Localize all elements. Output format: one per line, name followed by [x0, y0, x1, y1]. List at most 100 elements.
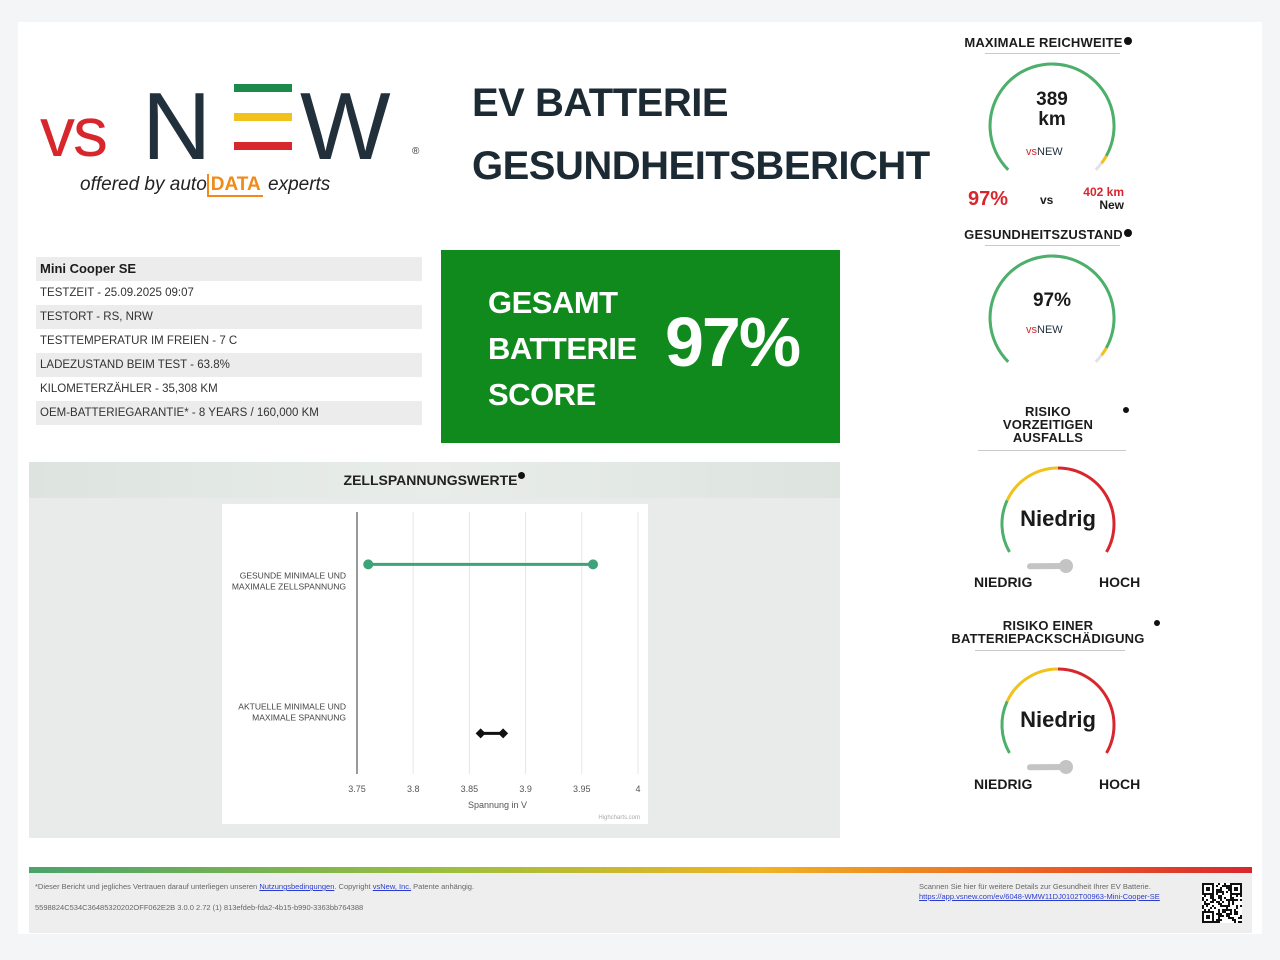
info-label: KILOMETERZÄHLER - [40, 383, 163, 395]
x-tick-label: 3.75 [348, 784, 366, 794]
scan-url[interactable]: https://app.vsnew.com/ev/6048-WMW11DJ010… [919, 892, 1160, 901]
range-value: 389 km [1012, 90, 1092, 130]
qr-module [1240, 921, 1242, 923]
qr-code-icon[interactable] [1202, 883, 1242, 923]
failure-risk-low-label: NIEDRIG [974, 574, 1033, 590]
info-value: 63.8% [197, 359, 230, 371]
range-value-number: 389 [1036, 89, 1068, 110]
qr-module [1212, 897, 1214, 899]
info-dot-icon[interactable] [1123, 37, 1132, 45]
disclaimer-text: *Dieser Bericht und jegliches Vertrauen … [35, 882, 260, 891]
qr-module [1228, 903, 1230, 905]
qr-module [1224, 909, 1226, 911]
qr-module [1212, 901, 1214, 903]
qr-module [1236, 895, 1238, 897]
risk-needle-hub [1059, 760, 1073, 774]
qr-module [1228, 885, 1230, 887]
range-value-unit: km [1038, 109, 1066, 130]
risk-arc-yellow [1005, 667, 1059, 702]
qr-module [1220, 915, 1222, 917]
footer: *Dieser Bericht und jegliches Vertrauen … [29, 873, 1252, 933]
category-label: MAXIMALE ZELLSPANNUNG [232, 581, 346, 591]
qr-module [1226, 887, 1228, 889]
qr-module [1220, 913, 1222, 915]
qr-module [1216, 885, 1218, 887]
qr-module [1228, 915, 1230, 917]
range-gauge [988, 62, 1116, 171]
qr-module [1232, 897, 1234, 899]
qr-module [1218, 883, 1220, 885]
qr-module [1236, 907, 1238, 909]
qr-module [1220, 897, 1222, 899]
x-tick-label: 3.85 [461, 784, 479, 794]
range-new-label: New [1099, 198, 1124, 212]
qr-module [1206, 899, 1208, 901]
qr-module [1240, 917, 1242, 919]
pack-risk-gauge [1000, 667, 1116, 774]
qr-module [1204, 901, 1206, 903]
report-title-line1: EV BATTERIE [472, 81, 729, 125]
qr-module [1222, 909, 1224, 911]
score-label: GESAMT BATTERIE SCORE [488, 280, 637, 418]
failure-risk-title-line1: RISIKO [1025, 404, 1071, 419]
qr-module [1222, 885, 1224, 887]
risk-arc-yellow [1005, 466, 1059, 501]
x-axis-title: Spannung in V [468, 800, 527, 810]
qr-module [1212, 905, 1214, 907]
range-gauge-end [1100, 155, 1108, 165]
risk-arc-red [1057, 667, 1116, 754]
failure-risk-value: Niedrig [1020, 506, 1096, 531]
qr-module [1238, 917, 1240, 919]
x-tick-label: 3.9 [519, 784, 532, 794]
qr-module [1218, 895, 1220, 897]
info-dot-icon[interactable] [1123, 407, 1129, 413]
qr-module [1220, 887, 1222, 889]
panel-title: ZELLSPANNUNGSWERTE [29, 472, 840, 488]
terms-link[interactable]: Nutzungsbedingungen [259, 882, 335, 891]
qr-module [1234, 913, 1236, 915]
info-value: 8 YEARS / 160,000 KM [198, 407, 319, 419]
info-row-test-location: TESTORT - RS, NRW [36, 305, 422, 329]
qr-module [1234, 899, 1236, 901]
pack-risk-low-label: NIEDRIG [974, 776, 1033, 792]
qr-module [1220, 903, 1222, 905]
qr-module [1234, 921, 1236, 923]
company-link[interactable]: vsNew, Inc. [372, 882, 412, 891]
qr-module [1232, 917, 1234, 919]
qr-module [1232, 899, 1234, 901]
qr-module [1204, 903, 1206, 905]
qr-module [1232, 919, 1234, 921]
qr-module [1228, 909, 1230, 911]
qr-module [1236, 913, 1238, 915]
info-dot-icon[interactable] [518, 472, 526, 479]
score-label-line2: BATTERIE [488, 331, 637, 366]
info-dot-icon[interactable] [1123, 229, 1132, 237]
range-title-text: MAXIMALE REICHWEITE [964, 35, 1123, 50]
qr-module [1224, 905, 1226, 907]
info-row-test-time: TESTZEIT - 25.09.2025 09:07 [36, 281, 422, 305]
pack-risk-value: Niedrig [1020, 707, 1096, 732]
scan-url-link[interactable]: https://app.vsnew.com/ev/6048-WMW11DJ010… [919, 892, 1160, 901]
qr-module [1208, 909, 1210, 911]
x-tick-label: 4 [635, 784, 640, 794]
logo-vs: vs [40, 93, 108, 171]
qr-finder-core [1206, 887, 1210, 891]
qr-module [1226, 915, 1228, 917]
score-label-line3: SCORE [488, 377, 596, 412]
overall-score-box: GESAMT BATTERIE SCORE 97% [441, 250, 840, 443]
qr-module [1232, 901, 1234, 903]
qr-finder-core [1234, 887, 1238, 891]
health-title-text: GESUNDHEITSZUSTAND [964, 227, 1123, 242]
qr-module [1228, 887, 1230, 889]
qr-module [1214, 921, 1216, 923]
qr-module [1218, 897, 1220, 899]
cell-voltage-panel: ZELLSPANNUNGSWERTE 3.75 3.8 3.85 3.9 3.95 4 Sp… [29, 462, 840, 838]
qr-module [1228, 917, 1230, 919]
qr-module [1220, 899, 1222, 901]
info-dot-icon[interactable] [1154, 620, 1160, 626]
range-vs: vs [1040, 193, 1054, 207]
qr-module [1224, 883, 1226, 885]
qr-module [1210, 895, 1212, 897]
qr-module [1220, 889, 1222, 891]
logo-n: N [142, 73, 212, 180]
